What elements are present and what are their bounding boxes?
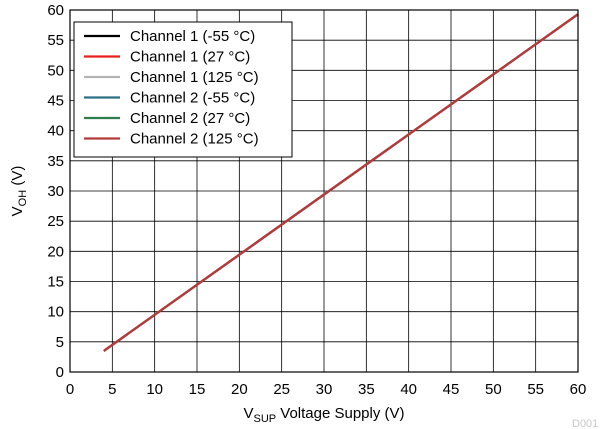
y-tick-label: 5 (56, 334, 64, 351)
legend-label: Channel 1 (-55 °C) (130, 28, 255, 45)
x-tick-label: 15 (189, 381, 206, 398)
legend: Channel 1 (-55 °C) Channel 1 (27 °C) Chann… (73, 21, 293, 158)
y-tick-label: 25 (47, 213, 64, 230)
y-tick-label: 45 (47, 93, 64, 110)
x-tick-label: 5 (108, 381, 116, 398)
watermark: D001 (572, 418, 598, 429)
y-tick-label: 50 (47, 62, 64, 79)
y-tick-label: 10 (47, 304, 64, 321)
legend-label: Channel 1 (27 °C) (130, 49, 250, 66)
x-tick-label: 35 (358, 381, 375, 398)
legend-label: Channel 2 (125 °C) (130, 131, 259, 148)
y-axis-label: VOH (V) (9, 166, 29, 217)
legend-box (73, 21, 293, 158)
y-tick-label: 40 (47, 123, 64, 140)
y-tick-labels: 0 5 10 15 20 25 30 35 40 45 50 55 60 (47, 2, 64, 381)
x-tick-label: 40 (400, 381, 417, 398)
x-tick-label: 10 (146, 381, 163, 398)
y-tick-label: 35 (47, 153, 64, 170)
legend-label: Channel 1 (125 °C) (130, 69, 259, 86)
series-lines (103, 13, 579, 352)
x-tick-label: 25 (273, 381, 290, 398)
y-tick-label: 0 (56, 364, 64, 381)
x-tick-labels: 0 5 10 15 20 25 30 35 40 45 50 55 60 (66, 381, 587, 398)
y-tick-label: 55 (47, 32, 64, 49)
legend-label: Channel 2 (27 °C) (130, 110, 250, 127)
series-line (103, 13, 579, 352)
x-tick-label: 55 (527, 381, 544, 398)
y-tick-label: 15 (47, 274, 64, 291)
x-tick-label: 60 (570, 381, 587, 398)
x-axis-label: VSUP Voltage Supply (V) (243, 405, 404, 425)
plot-frame (69, 9, 579, 373)
y-tick-label: 20 (47, 243, 64, 260)
x-tick-label: 0 (66, 381, 74, 398)
x-tick-label: 30 (316, 381, 333, 398)
y-tick-label: 60 (47, 2, 64, 19)
x-tick-label: 45 (443, 381, 460, 398)
y-tick-label: 30 (47, 183, 64, 200)
x-tick-label: 20 (231, 381, 248, 398)
x-tick-label: 50 (485, 381, 502, 398)
legend-label: Channel 2 (-55 °C) (130, 90, 255, 107)
